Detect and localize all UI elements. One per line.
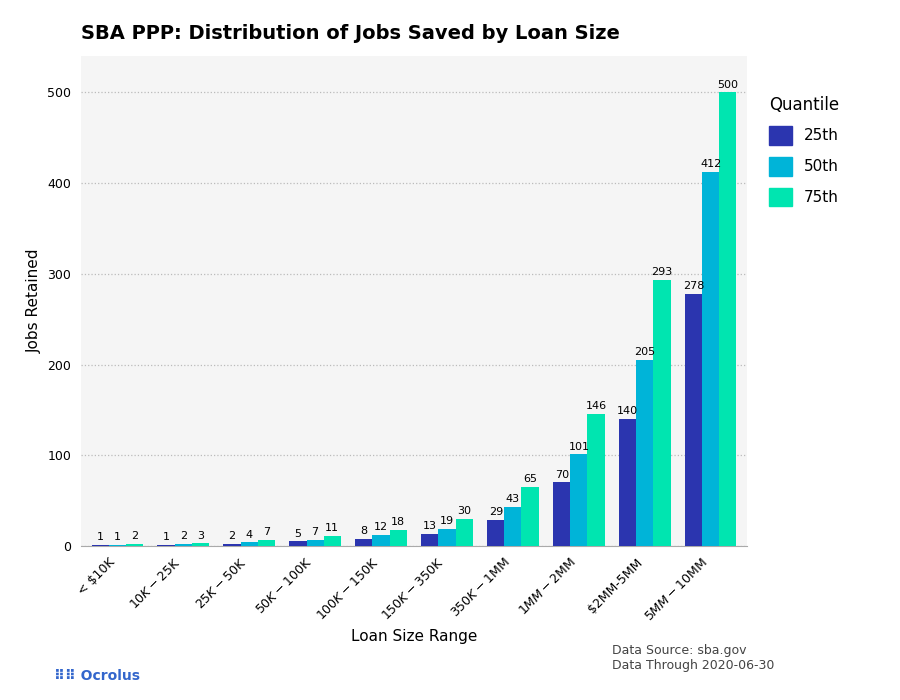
Text: 101: 101 [569, 442, 590, 452]
Text: SBA PPP: Distribution of Jobs Saved by Loan Size: SBA PPP: Distribution of Jobs Saved by L… [81, 25, 620, 43]
Bar [126, 544, 143, 546]
Bar [653, 280, 670, 546]
Bar [192, 543, 209, 546]
Bar [636, 360, 653, 546]
Bar [554, 482, 571, 546]
Bar [240, 542, 257, 546]
Text: ⠿⠿ Ocrolus: ⠿⠿ Ocrolus [54, 668, 140, 682]
Bar [702, 172, 719, 546]
Text: 2: 2 [229, 531, 236, 542]
Bar [421, 534, 438, 546]
Text: 3: 3 [197, 531, 204, 540]
Text: Data Source: sba.gov
Data Through 2020-06-30: Data Source: sba.gov Data Through 2020-0… [612, 644, 774, 672]
Bar [521, 487, 538, 546]
Text: 1: 1 [96, 533, 104, 542]
Text: 2: 2 [130, 531, 138, 542]
Bar [109, 545, 126, 546]
Bar [175, 544, 192, 546]
Bar [290, 542, 307, 546]
Bar [719, 92, 736, 546]
Text: 293: 293 [652, 267, 672, 277]
Bar [223, 544, 240, 546]
Bar [571, 454, 588, 546]
Legend: 25th, 50th, 75th: 25th, 50th, 75th [761, 88, 847, 214]
Text: 43: 43 [506, 494, 520, 504]
Text: 18: 18 [392, 517, 405, 527]
Text: 7: 7 [311, 527, 319, 537]
Bar [356, 539, 373, 546]
Text: 278: 278 [683, 281, 705, 291]
Text: 140: 140 [617, 406, 638, 416]
Text: 70: 70 [554, 470, 569, 480]
Bar [504, 507, 521, 546]
Bar [158, 545, 175, 546]
Bar [487, 519, 504, 546]
Text: 11: 11 [325, 524, 339, 533]
Bar [390, 530, 407, 546]
Text: 5: 5 [294, 528, 302, 539]
Text: 13: 13 [423, 522, 436, 531]
Bar [455, 519, 472, 546]
Text: 7: 7 [263, 527, 270, 537]
Text: 146: 146 [585, 401, 607, 411]
Text: 205: 205 [634, 347, 655, 357]
Bar [438, 528, 455, 546]
Text: 12: 12 [374, 522, 388, 533]
Bar [588, 414, 605, 546]
Bar [324, 536, 341, 546]
Text: 412: 412 [700, 160, 722, 169]
Text: 2: 2 [180, 531, 187, 542]
Text: 19: 19 [440, 516, 454, 526]
Text: 65: 65 [523, 475, 537, 484]
Bar [373, 535, 390, 546]
Bar [307, 540, 324, 546]
Bar [92, 545, 109, 546]
Bar [619, 419, 636, 546]
Text: 1: 1 [113, 533, 121, 542]
Text: 8: 8 [360, 526, 367, 536]
Y-axis label: Jobs Retained: Jobs Retained [27, 248, 41, 354]
Text: 500: 500 [717, 80, 738, 90]
Text: 30: 30 [457, 506, 471, 516]
Text: 1: 1 [163, 533, 169, 542]
Text: 4: 4 [246, 530, 253, 540]
Text: 29: 29 [489, 507, 503, 517]
Bar [685, 294, 702, 546]
X-axis label: Loan Size Range: Loan Size Range [351, 629, 477, 644]
Bar [257, 540, 274, 546]
